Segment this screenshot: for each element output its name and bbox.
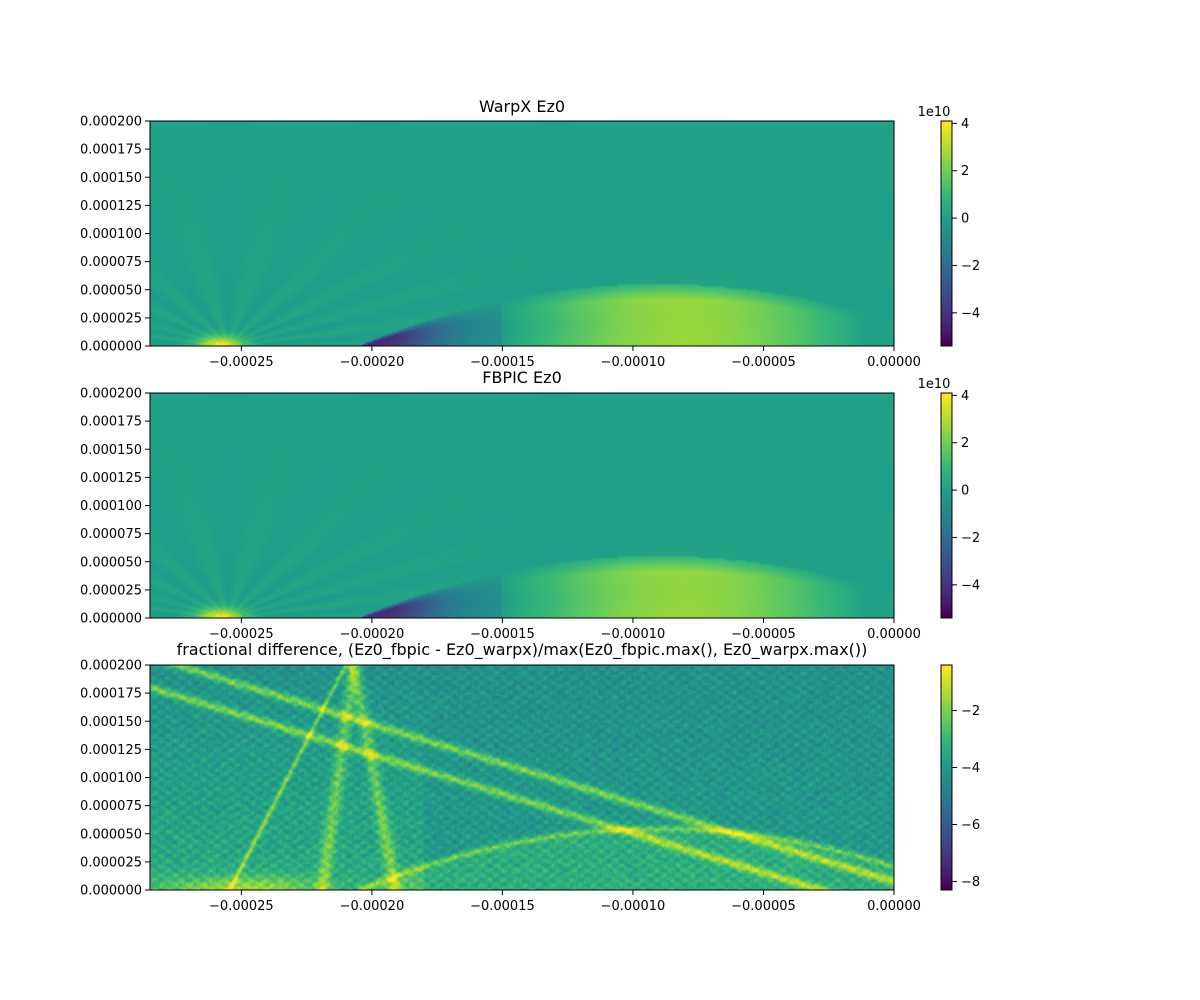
colorbar-gradient: [941, 393, 952, 618]
colorbar-warpx: 4 2 0 −2 −4 1e10: [918, 105, 980, 347]
y-tick-label: 0.000150: [80, 171, 142, 186]
y-axis: 0.000000 0.000025 0.000050 0.000075 0.000100…: [80, 387, 150, 627]
y-axis: 0.000000 0.000025 0.000050 0.000075 0.000100…: [80, 659, 150, 899]
colorbar-difference: −2 −4 −6 −8: [940, 664, 980, 891]
colorbar-ticks: −2 −4 −6 −8: [952, 704, 980, 890]
y-tick-label: 0.000100: [80, 227, 142, 242]
y-tick-label: 0.000050: [80, 555, 142, 570]
y-tick-label: 0.000200: [80, 659, 142, 674]
colorbar-tick-label: 4: [961, 389, 969, 404]
colorbar-tick-label: −4: [961, 306, 980, 321]
y-tick-label: 0.000075: [80, 799, 142, 814]
colorbar-tick-label: −2: [961, 704, 980, 719]
panel-title: WarpX Ez0: [479, 97, 565, 116]
panel-warpx: WarpX Ez0 0.0000000.0000250.0000500.0000…: [80, 97, 980, 370]
x-tick-label: 0.00000: [867, 627, 921, 642]
x-tick-label: −0.00020: [340, 355, 405, 370]
y-tick-label: 0.000125: [80, 743, 142, 758]
colorbar-tick-label: −2: [961, 531, 980, 546]
y-tick-label: 0.000200: [80, 387, 142, 402]
x-tick-label: −0.00020: [340, 627, 405, 642]
colorbar-tick-label: 2: [961, 436, 969, 451]
colorbar-tick-label: −8: [961, 875, 980, 890]
y-tick-label: 0.000025: [80, 855, 142, 870]
y-tick-label: 0.000050: [80, 827, 142, 842]
colorbar-tick-label: −2: [961, 259, 980, 274]
y-axis: 0.000000 0.000025 0.000050 0.000075 0.000100…: [80, 115, 150, 355]
heatmap-image-fbpic: [150, 393, 894, 618]
y-tick-label: 0.000125: [80, 199, 142, 214]
panel-title: fractional difference, (Ez0_fbpic - Ez0_…: [177, 640, 868, 660]
colorbar-tick-label: −6: [961, 818, 980, 833]
panel-title: FBPIC Ez0: [482, 368, 562, 387]
panel-difference: fractional difference, (Ez0_fbpic - Ez0_…: [80, 640, 980, 914]
x-tick-label: −0.00025: [209, 355, 274, 370]
y-tick-label: 0.000000: [80, 340, 142, 355]
x-tick-label: −0.00005: [731, 355, 796, 370]
x-axis: −0.00025 −0.00020 −0.00015 −0.00010 −0.00005…: [209, 890, 921, 914]
x-tick-label: −0.00015: [470, 627, 535, 642]
x-tick-label: −0.00015: [470, 355, 535, 370]
colorbar-tick-label: 4: [961, 117, 969, 132]
y-tick-label: 0.000175: [80, 415, 142, 430]
y-tick-label: 0.000125: [80, 471, 142, 486]
colorbar-gradient: [941, 121, 952, 346]
y-tick-label: 0.000075: [80, 527, 142, 542]
heatmap-image-difference: [150, 665, 894, 890]
x-tick-label: −0.00005: [731, 899, 796, 914]
x-axis: −0.00025 −0.00020 −0.00015 −0.00010 −0.00005…: [209, 618, 921, 642]
colorbar-ticks: 4 2 0 −2 −4: [952, 389, 980, 593]
x-tick-label: −0.00020: [340, 899, 405, 914]
x-tick-label: −0.00015: [470, 899, 535, 914]
colorbar-ticks: 4 2 0 −2 −4: [952, 117, 980, 321]
colorbar-tick-label: 0: [961, 212, 969, 227]
y-tick-label: 0.000025: [80, 583, 142, 598]
x-tick-label: −0.00010: [601, 899, 666, 914]
x-axis: −0.00025 −0.00020 −0.00015 −0.00010 −0.00005…: [209, 346, 921, 370]
y-tick-label: 0.000150: [80, 715, 142, 730]
colorbar-tick-label: −4: [961, 761, 980, 776]
x-tick-label: −0.00010: [601, 627, 666, 642]
x-tick-label: −0.00005: [731, 627, 796, 642]
colorbar-frame: [940, 392, 953, 619]
y-tick-label: 0.000100: [80, 771, 142, 786]
x-tick-label: 0.00000: [867, 899, 921, 914]
colorbar-tick-label: −4: [961, 578, 980, 593]
y-tick-label: 0.000150: [80, 443, 142, 458]
panel-fbpic: FBPIC Ez0 0.0000000.0000250.0000500.0000…: [80, 368, 980, 642]
y-tick-label: 0.000100: [80, 499, 142, 514]
colorbar-offset-label: 1e10: [918, 377, 951, 392]
y-tick-label: 0.000000: [80, 884, 142, 899]
heatmap-image-warpx: [150, 121, 894, 346]
colorbar-frame: [940, 120, 953, 347]
x-tick-label: 0.00000: [867, 355, 921, 370]
y-tick-label: 0.000000: [80, 612, 142, 627]
y-tick-label: 0.000025: [80, 311, 142, 326]
x-tick-label: −0.00025: [209, 627, 274, 642]
colorbar-frame: [940, 664, 953, 891]
colorbar-offset-label: 1e10: [918, 105, 951, 120]
colorbar-tick-label: 2: [961, 164, 969, 179]
y-tick-label: 0.000200: [80, 115, 142, 130]
colorbar-fbpic: 4 2 0 −2 −4 1e10: [918, 377, 980, 619]
colorbar-tick-label: 0: [961, 484, 969, 499]
y-tick-label: 0.000050: [80, 283, 142, 298]
x-tick-label: −0.00010: [601, 355, 666, 370]
x-tick-label: −0.00025: [209, 899, 274, 914]
y-tick-label: 0.000075: [80, 255, 142, 270]
y-tick-label: 0.000175: [80, 687, 142, 702]
y-tick-label: 0.000175: [80, 143, 142, 158]
colorbar-gradient: [941, 665, 952, 890]
